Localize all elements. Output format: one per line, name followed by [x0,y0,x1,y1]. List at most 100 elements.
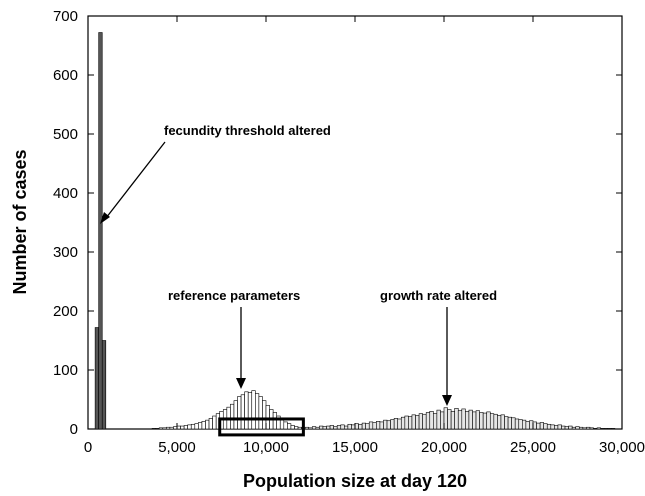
histogram-bar [536,422,541,430]
histogram-bar [336,425,342,430]
histogram-bar [347,423,352,430]
histogram-bar [518,419,523,430]
histogram-bar [397,418,402,430]
histogram-bar [440,411,445,430]
x-tick-label: 15,000 [332,439,378,456]
histogram-bar [198,422,203,430]
histogram-bar [169,426,174,430]
histogram-bar [173,426,178,430]
y-tick-label: 0 [70,421,78,438]
histogram-bar [294,426,299,430]
histogram-bar [479,412,484,430]
histogram-bar [482,412,488,430]
x-tick-label: 0 [84,439,92,456]
histogram-bar [237,396,242,430]
histogram-bar [351,424,356,430]
histogram-bar [272,412,277,430]
histogram-bar [408,416,413,430]
growth-arrow-head [442,395,452,406]
histogram-bar [511,417,516,430]
histogram-bar [326,425,331,430]
reference-arrow-head [236,378,246,389]
histogram-bar [365,423,370,430]
histogram-bar [333,426,338,430]
histogram-bar [500,414,505,430]
histogram-bar [497,415,502,430]
histogram-bar [262,400,267,430]
histogram-bar [468,409,473,430]
histogram-bar [404,415,409,430]
histogram-bar [279,418,285,430]
x-tick-label: 10,000 [243,439,289,456]
histogram-bar [554,425,559,430]
histogram-bar [201,421,206,430]
histogram-bar [400,416,406,430]
histogram-bar [433,413,438,430]
histogram-bar [386,420,391,430]
histogram-bar [283,421,288,430]
histogram-bar [158,427,164,430]
histogram-bar [361,422,366,430]
histogram-bar [151,428,156,430]
histogram-bar [593,428,598,430]
histogram-bar [304,426,310,430]
x-tick-label: 25,000 [510,439,556,456]
histogram-bar [344,425,349,430]
histogram-bar [354,423,359,430]
histogram-bar [422,413,427,430]
axis-ticks [87,15,623,430]
annotation-fecundity-label: fecundity threshold altered [164,123,331,138]
histogram-bar [436,409,441,430]
histogram-bar [94,327,99,430]
histogram-bar [586,426,591,430]
histogram-bar [98,32,103,430]
histogram-bar [162,427,167,430]
y-tick-label: 500 [53,126,78,143]
histogram-bar [539,422,544,430]
histogram-bar [208,418,213,430]
histogram-bar [255,393,260,430]
x-tick-label: 20,000 [421,439,467,456]
histogram-bar [429,410,434,430]
histogram-bar [443,407,448,430]
y-tick-label: 400 [53,185,78,202]
plot-frame [87,15,623,430]
histogram-bar [393,418,399,430]
y-tick-label: 100 [53,362,78,379]
histogram-bar [578,426,584,430]
histogram-bar [475,410,480,430]
histogram-bar [251,390,256,430]
histogram-bar [454,408,459,430]
histogram-bar [596,427,601,430]
fecundity-arrow-head [100,212,110,224]
histogram-bar [166,426,171,430]
histogram-bar [390,419,395,430]
histogram-bar [564,426,569,430]
reference-range-box [218,417,305,437]
histogram-bar [425,412,431,430]
histogram-bar [600,428,605,430]
histogram-bar [265,405,270,430]
histogram-bars [94,32,616,430]
histogram-bar [415,415,420,430]
x-tick-label: 30,000 [599,439,645,456]
histogram-bar [532,421,537,430]
annotation-growth-label: growth rate altered [380,288,497,303]
histogram-bar [308,427,313,430]
histogram-bar [465,410,470,430]
histogram-bar [233,400,238,430]
histogram-bar [101,340,107,430]
histogram-bar [383,419,388,430]
x-tick-labels: 0 5,000 10,000 15,000 20,000 25,000 30,000 [84,439,645,456]
histogram-bar [514,418,520,430]
histogram-bar [329,425,334,430]
histogram-bar [607,428,612,430]
histogram-bar [287,423,292,430]
histogram-bar [557,424,562,430]
histogram-bar [319,425,324,430]
histogram-bar [603,428,609,430]
histogram-bar [543,423,548,430]
histogram-bar [258,396,263,430]
histogram-bar [611,428,616,430]
